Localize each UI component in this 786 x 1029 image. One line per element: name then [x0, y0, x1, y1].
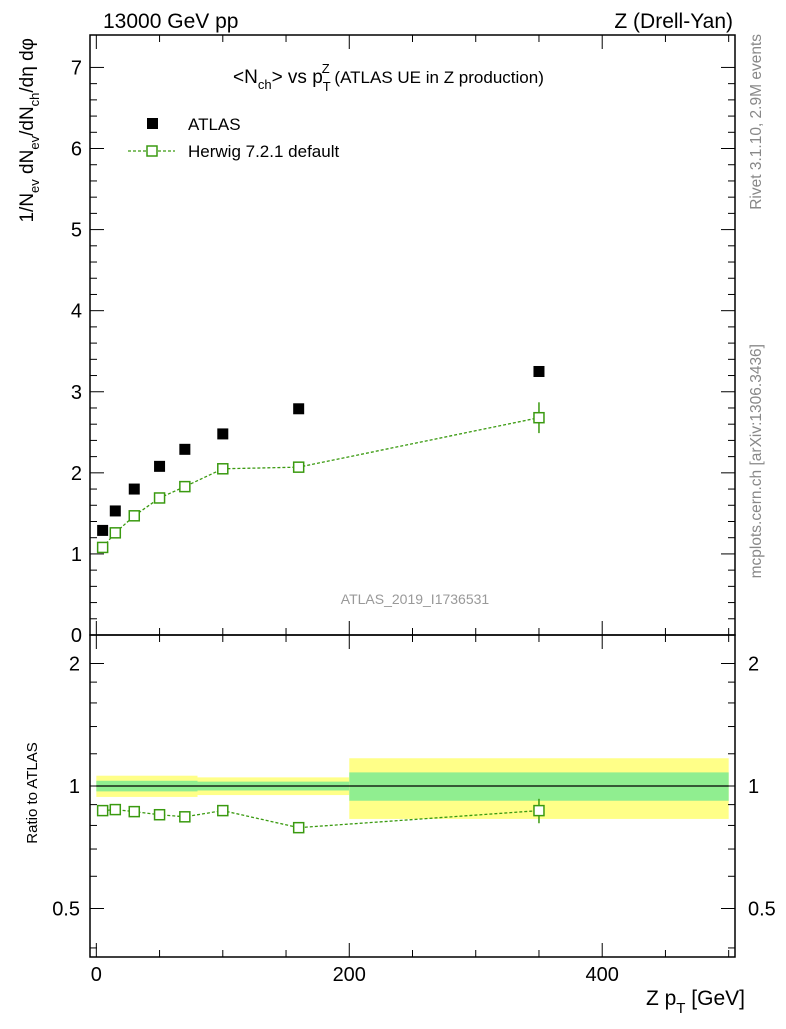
- ylabel-p4: /dη dφ: [17, 38, 38, 93]
- ratio-y-tick-label-right: 1: [748, 776, 759, 798]
- legend: ATLAS Herwig 7.2.1 default: [128, 115, 339, 161]
- atlas-point: [109, 505, 121, 517]
- herwig-series-line: [102, 417, 540, 548]
- main-y-tick-label: 7: [71, 57, 82, 79]
- atlas-point: [154, 460, 166, 472]
- ylabel-p1: 1/N: [17, 193, 38, 223]
- herwig-point: [153, 492, 166, 504]
- herwig-point: [533, 411, 545, 424]
- ratio-panel: 0.5 0.5 1 1 2 2 0 200 400 Ratio to ATLAS Z pT [G…: [24, 634, 776, 1017]
- ratio-data-marks: [96, 798, 545, 834]
- ratio-y-axis-label: Ratio to ATLAS: [24, 742, 41, 843]
- main-axes: 0 1 2 3 4 5 6 7: [71, 35, 735, 647]
- x-tick-label: 200: [333, 964, 366, 986]
- legend-label-herwig: Herwig 7.2.1 default: [188, 142, 339, 161]
- x-axis-label: Z pT [GeV]: [646, 987, 745, 1017]
- ratio-point: [217, 804, 229, 817]
- legend-marker-herwig: [146, 145, 158, 157]
- herwig-point: [96, 541, 109, 554]
- herwig-point: [179, 480, 191, 493]
- ratio-point: [153, 808, 166, 821]
- title-pre: <N: [233, 67, 258, 88]
- ratio-axes: 0.5 0.5 1 1 2 2 0 200 400: [52, 635, 776, 986]
- ylabel-s2: ev: [27, 135, 42, 149]
- ratio-point: [533, 804, 545, 817]
- header-right-label: Z (Drell-Yan): [614, 10, 733, 33]
- main-y-tick-label: 5: [71, 220, 82, 242]
- main-y-tick-label: 6: [71, 139, 82, 161]
- main-y-tick-label: 3: [71, 382, 82, 404]
- ylabel-s3: ch: [27, 93, 42, 107]
- herwig-point: [128, 510, 141, 522]
- main-y-tick-label: 2: [71, 463, 82, 485]
- atlas-point: [217, 428, 229, 440]
- ylabel-s1: ev: [27, 179, 42, 193]
- legend-label-atlas: ATLAS: [188, 115, 241, 134]
- main-data-marks: [96, 365, 545, 554]
- atlas-point: [179, 443, 191, 455]
- ratio-y-tick-label: 2: [69, 654, 80, 676]
- ratio-point: [109, 803, 122, 816]
- ratio-y-tick-label-right: 2: [748, 654, 759, 676]
- ratio-frame: [89, 634, 736, 958]
- title-sub2: T: [323, 79, 331, 94]
- xlabel-pre: Z p: [646, 987, 676, 1010]
- title-sup2: Z: [322, 61, 330, 76]
- x-tick-label: 400: [586, 964, 619, 986]
- ratio-y-tick-label-right: 0.5: [748, 898, 776, 920]
- main-y-tick-label: 4: [71, 301, 82, 323]
- atlas-point: [533, 365, 545, 377]
- herwig-point: [217, 463, 229, 475]
- ratio-point: [179, 811, 191, 823]
- ratio-y-tick-label: 0.5: [52, 898, 80, 920]
- atlas-point: [128, 483, 140, 495]
- ratio-point: [128, 805, 141, 818]
- ratio-point: [292, 821, 305, 834]
- ylabel-p2: dN: [17, 150, 38, 180]
- main-y-axis-label: 1/Nev dNev/dNch/dη dφ: [17, 38, 42, 223]
- legend-marker-atlas: [147, 118, 158, 129]
- ylabel-p3: /dN: [17, 106, 38, 136]
- main-y-tick-label: 1: [71, 544, 82, 566]
- main-y-tick-label: 0: [71, 625, 82, 647]
- xlabel-sub: T: [676, 1000, 685, 1017]
- title-mid: > vs p: [272, 67, 323, 88]
- herwig-point: [109, 527, 122, 539]
- mcplots-label: mcplots.cern.ch [arXiv:1306.3436]: [748, 344, 765, 578]
- xlabel-post: [GeV]: [685, 987, 745, 1010]
- ratio-uncertainty-bands: [96, 758, 729, 819]
- main-frame: [89, 34, 736, 636]
- main-title: <Nch> vs pTZ (ATLAS UE in Z production): [233, 61, 544, 94]
- title-post: (ATLAS UE in Z production): [330, 68, 544, 87]
- rivet-label: Rivet 3.1.10, 2.9M events: [748, 34, 765, 210]
- x-tick-label: 0: [91, 964, 102, 986]
- atlas-point: [97, 524, 109, 536]
- ratio-y-tick-label: 1: [69, 776, 80, 798]
- herwig-point: [292, 461, 305, 473]
- header-left-label: 13000 GeV pp: [103, 10, 238, 33]
- atlas-point: [293, 403, 305, 415]
- ratio-point: [96, 804, 109, 817]
- analysis-watermark: ATLAS_2019_I1736531: [341, 591, 490, 607]
- title-sub1: ch: [258, 77, 272, 92]
